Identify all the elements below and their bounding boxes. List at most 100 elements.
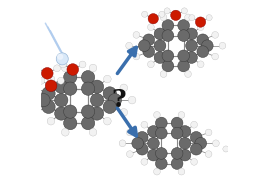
Circle shape	[186, 28, 197, 40]
Circle shape	[154, 168, 160, 175]
Text: ?: ?	[111, 88, 126, 112]
Circle shape	[90, 107, 104, 120]
Circle shape	[143, 34, 155, 46]
Circle shape	[171, 148, 183, 159]
Circle shape	[55, 107, 68, 120]
Circle shape	[67, 64, 79, 75]
Circle shape	[47, 75, 55, 83]
Circle shape	[190, 143, 202, 155]
Circle shape	[59, 61, 66, 68]
Circle shape	[171, 158, 183, 169]
Circle shape	[197, 24, 204, 31]
Circle shape	[164, 8, 170, 14]
Circle shape	[178, 112, 185, 118]
Circle shape	[159, 11, 165, 17]
Circle shape	[171, 117, 183, 129]
Circle shape	[136, 132, 148, 143]
Circle shape	[56, 53, 68, 65]
Circle shape	[197, 46, 209, 57]
Circle shape	[34, 65, 41, 72]
Circle shape	[79, 61, 86, 68]
Circle shape	[240, 146, 246, 152]
Circle shape	[141, 121, 148, 128]
Circle shape	[103, 87, 116, 100]
Circle shape	[63, 82, 77, 95]
Circle shape	[22, 96, 30, 104]
Circle shape	[162, 30, 174, 41]
Circle shape	[148, 137, 159, 149]
Circle shape	[54, 65, 61, 72]
Circle shape	[61, 129, 69, 136]
Circle shape	[103, 100, 116, 113]
Circle shape	[120, 84, 128, 92]
Circle shape	[120, 108, 128, 116]
Circle shape	[61, 64, 69, 72]
Circle shape	[148, 14, 158, 24]
Circle shape	[189, 15, 195, 21]
Circle shape	[147, 24, 154, 31]
Circle shape	[191, 121, 197, 128]
Circle shape	[38, 77, 45, 84]
Circle shape	[147, 61, 154, 68]
Circle shape	[223, 146, 229, 152]
Circle shape	[205, 151, 212, 157]
Circle shape	[195, 137, 207, 149]
Circle shape	[141, 158, 148, 165]
Circle shape	[31, 84, 38, 92]
Circle shape	[58, 54, 63, 59]
Circle shape	[63, 116, 77, 130]
Circle shape	[185, 14, 192, 21]
Circle shape	[31, 108, 38, 116]
Circle shape	[178, 30, 189, 41]
Circle shape	[160, 71, 167, 77]
Circle shape	[104, 75, 111, 83]
Circle shape	[160, 14, 167, 21]
Circle shape	[155, 127, 167, 139]
Circle shape	[191, 158, 197, 165]
Circle shape	[45, 80, 57, 92]
Circle shape	[155, 158, 167, 169]
Circle shape	[229, 148, 240, 159]
Circle shape	[133, 32, 140, 38]
Circle shape	[197, 34, 209, 46]
Circle shape	[148, 149, 159, 161]
Circle shape	[190, 132, 202, 143]
Circle shape	[89, 64, 97, 72]
Circle shape	[155, 148, 167, 159]
Circle shape	[57, 77, 64, 84]
Circle shape	[42, 87, 55, 100]
Circle shape	[55, 80, 68, 93]
Circle shape	[206, 15, 212, 21]
Circle shape	[205, 129, 212, 136]
Circle shape	[133, 53, 140, 60]
Circle shape	[141, 11, 148, 17]
Circle shape	[162, 60, 174, 72]
Circle shape	[212, 53, 218, 60]
Circle shape	[82, 70, 95, 84]
Circle shape	[154, 112, 160, 118]
Circle shape	[47, 117, 55, 125]
Circle shape	[154, 52, 166, 63]
Circle shape	[178, 168, 185, 175]
Circle shape	[171, 127, 183, 139]
Circle shape	[154, 40, 166, 52]
Circle shape	[162, 50, 174, 62]
Circle shape	[179, 137, 191, 149]
Circle shape	[63, 105, 77, 118]
Circle shape	[201, 40, 213, 52]
Circle shape	[219, 42, 226, 49]
Circle shape	[90, 94, 104, 107]
Circle shape	[186, 52, 197, 63]
Circle shape	[148, 126, 159, 137]
Circle shape	[136, 143, 148, 155]
Circle shape	[128, 96, 136, 104]
Circle shape	[143, 46, 155, 57]
Circle shape	[212, 32, 218, 38]
Circle shape	[108, 94, 122, 107]
Circle shape	[179, 126, 191, 137]
Circle shape	[171, 10, 181, 20]
Circle shape	[178, 20, 189, 31]
Circle shape	[55, 94, 68, 107]
Circle shape	[154, 28, 166, 40]
Circle shape	[63, 70, 77, 84]
